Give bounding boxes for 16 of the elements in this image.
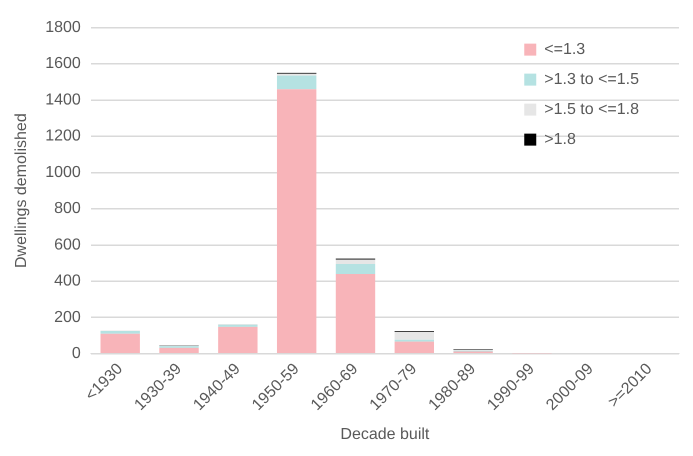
y-tick-label: 1800 — [45, 19, 81, 36]
y-tick-label: 1200 — [45, 128, 81, 145]
y-tick-label: 1000 — [45, 164, 81, 181]
legend-label: >1.3 to <=1.5 — [544, 71, 640, 88]
y-tick-label: 0 — [72, 345, 81, 362]
legend-label: <=1.3 — [544, 41, 586, 58]
y-tick-label: 1600 — [45, 55, 81, 72]
y-tick-label: 800 — [54, 200, 81, 218]
x-axis-title: Decade built — [340, 426, 430, 443]
y-tick-label: 200 — [54, 308, 81, 326]
legend-label: >1.5 to <=1.8 — [544, 101, 640, 118]
y-tick-label: 1400 — [45, 91, 81, 108]
legend-label: >1.8 — [544, 131, 576, 148]
y-axis-title: Dwellings demolished — [13, 113, 30, 268]
y-tick-label: 600 — [54, 236, 81, 254]
y-tick-label: 400 — [54, 272, 81, 290]
